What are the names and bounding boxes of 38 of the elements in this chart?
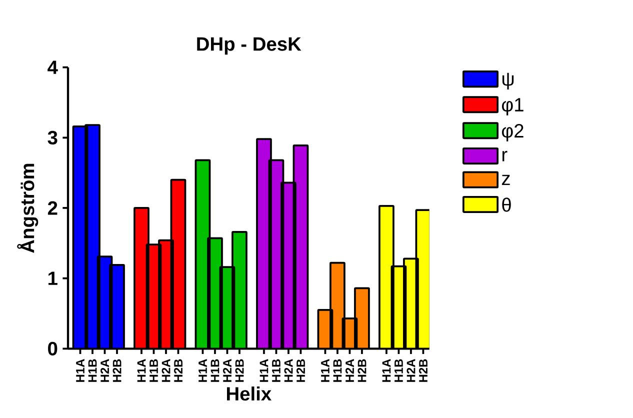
x-tick-label: H1B [394, 359, 403, 382]
y-tick-label: 3 [48, 130, 58, 144]
x-tick-label: H2A [284, 359, 293, 382]
legend-label: φ2 [502, 124, 524, 142]
x-tick-label: H1A [260, 359, 268, 382]
legend-label: ψ [502, 72, 514, 90]
y-axis-title: Ångström [17, 164, 38, 253]
x-tick-label: H2A [162, 359, 170, 382]
x-tick-label: H2B [358, 359, 366, 382]
y-tick-label: 2 [48, 201, 58, 215]
legend-label: z [502, 174, 510, 185]
legend-label: θ [502, 198, 511, 212]
x-tick-label: H1A [137, 359, 146, 382]
x-tick-label: H2A [346, 359, 354, 382]
x-tick-label: H2B [235, 359, 244, 382]
x-tick-label: H1B [150, 359, 158, 382]
legend-label: φ1 [502, 98, 524, 116]
x-tick-label: H1A [198, 359, 207, 382]
y-tick-label: 0 [48, 342, 58, 356]
x-tick-label: H2A [406, 359, 416, 382]
chart-title: DHp - DesK [197, 37, 302, 55]
x-tick-label: H2A [223, 359, 232, 382]
x-tick-label: H1A [76, 359, 84, 382]
x-tick-label: H2A [100, 359, 109, 382]
x-axis-title: Helix [227, 386, 272, 401]
x-tick-label: H1B [210, 359, 220, 382]
x-tick-label: H1A [382, 359, 391, 382]
y-tick-label: 1 [48, 272, 58, 285]
x-tick-label: H2B [174, 359, 182, 382]
x-tick-label: H1B [272, 359, 280, 382]
x-tick-label: H2B [419, 359, 428, 382]
x-tick-label: H1B [88, 359, 97, 382]
x-tick-label: H1A [321, 359, 330, 382]
x-tick-label: H2B [296, 359, 305, 382]
x-tick-label: H1B [333, 359, 342, 382]
y-tick-label: 4 [48, 60, 58, 74]
legend-label: r [502, 150, 508, 162]
x-tick-label: H2B [112, 359, 122, 382]
